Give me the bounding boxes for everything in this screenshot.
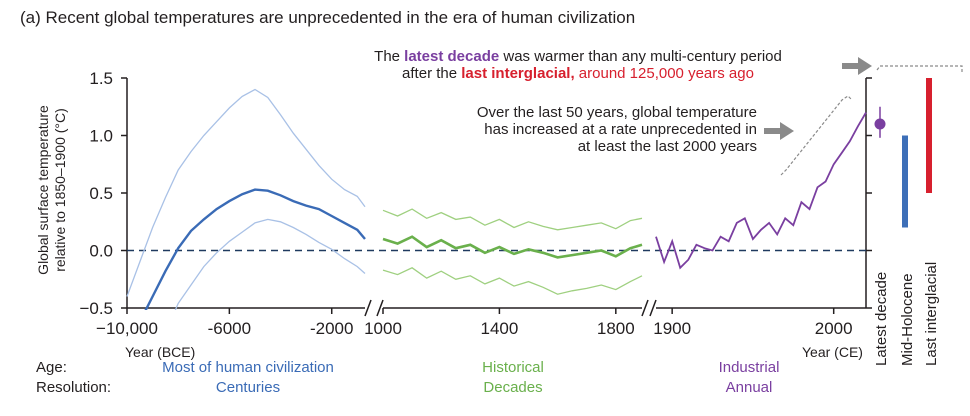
latest-decade-point: [874, 118, 886, 130]
axis-break-1: [364, 299, 384, 317]
x-axis-label-ce: Year (CE): [802, 344, 863, 360]
x-tick-label: 1000: [364, 319, 402, 338]
x-tick-label: 1800: [597, 319, 635, 338]
latest-decade-arrow: [842, 57, 872, 75]
rate-arrow: [764, 122, 794, 140]
segment-3-resolution: Annual: [726, 379, 773, 396]
y-tick-label: 1.0: [89, 127, 113, 146]
historical-upper-bound: [382, 208, 643, 231]
last-interglacial-label: Last interglacial: [923, 262, 940, 366]
x-tick-label: 2000: [815, 319, 853, 338]
historical-median-line: [382, 235, 643, 259]
rate-annotation-line1: Over the last 50 years, global temperatu…: [477, 104, 757, 121]
paleo-upper-bound: [126, 88, 366, 297]
y-tick-label: −0.5: [79, 299, 113, 318]
resolution-label: Resolution:: [36, 379, 111, 396]
latest-decade-annotation-line2: after the last interglacial, around 125,…: [402, 65, 754, 82]
age-label: Age:: [36, 359, 67, 376]
mid-holocene-label: Mid-Holocene: [899, 273, 916, 366]
series-industrial: [655, 112, 867, 270]
x-tick-label: −10,000: [96, 319, 158, 338]
y-tick-label: 0.0: [89, 242, 113, 261]
last-50-years-bracket: [780, 95, 853, 176]
x-tick-label: -2000: [310, 319, 353, 338]
x-tick-label: 1900: [653, 319, 691, 338]
segment-2-age: Historical: [482, 359, 544, 376]
x-tick-label: 1400: [480, 319, 518, 338]
latest-decade-annotation-line1: The latest decade was warmer than any mu…: [374, 48, 782, 65]
latest-decade-highlight: latest decade: [404, 48, 499, 65]
last-interglacial-bar: [926, 78, 932, 193]
interglacial-age-text: around 125,000 years ago: [575, 65, 754, 82]
segment-3-age: Industrial: [719, 359, 780, 376]
last-interglacial-highlight: last interglacial,: [461, 65, 574, 82]
segment-1-age: Most of human civilization: [162, 359, 334, 376]
series-paleo: [126, 88, 366, 310]
mid-holocene-bar: [902, 135, 908, 228]
industrial-annual-line: [655, 112, 867, 270]
rate-annotation-line3: at least the last 2000 years: [578, 138, 757, 155]
series-historical: [382, 208, 643, 295]
x-axis-label-bce: Year (BCE): [125, 344, 195, 360]
axis-break-2: [641, 299, 657, 317]
y-axis-label-line1: Global surface temperature: [35, 105, 51, 275]
y-axis-label-line2: relative to 1850–1900 (°C): [52, 108, 68, 272]
segment-2-resolution: Decades: [483, 379, 542, 396]
paleo-lower-bound: [174, 218, 366, 310]
historical-lower-bound: [382, 267, 643, 295]
y-tick-label: 1.5: [89, 69, 113, 88]
y-tick-label: 0.5: [89, 184, 113, 203]
chart-title: (a) Recent global temperatures are unpre…: [20, 8, 636, 27]
x-tick-label: -6000: [208, 319, 251, 338]
segment-1-resolution: Centuries: [216, 379, 280, 396]
paleo-median-line: [144, 188, 366, 310]
multi-century-bracket: [876, 65, 963, 72]
latest-decade-label: Latest decade: [873, 272, 890, 366]
rate-annotation-line2: has increased at a rate unprecedented in: [484, 121, 757, 138]
